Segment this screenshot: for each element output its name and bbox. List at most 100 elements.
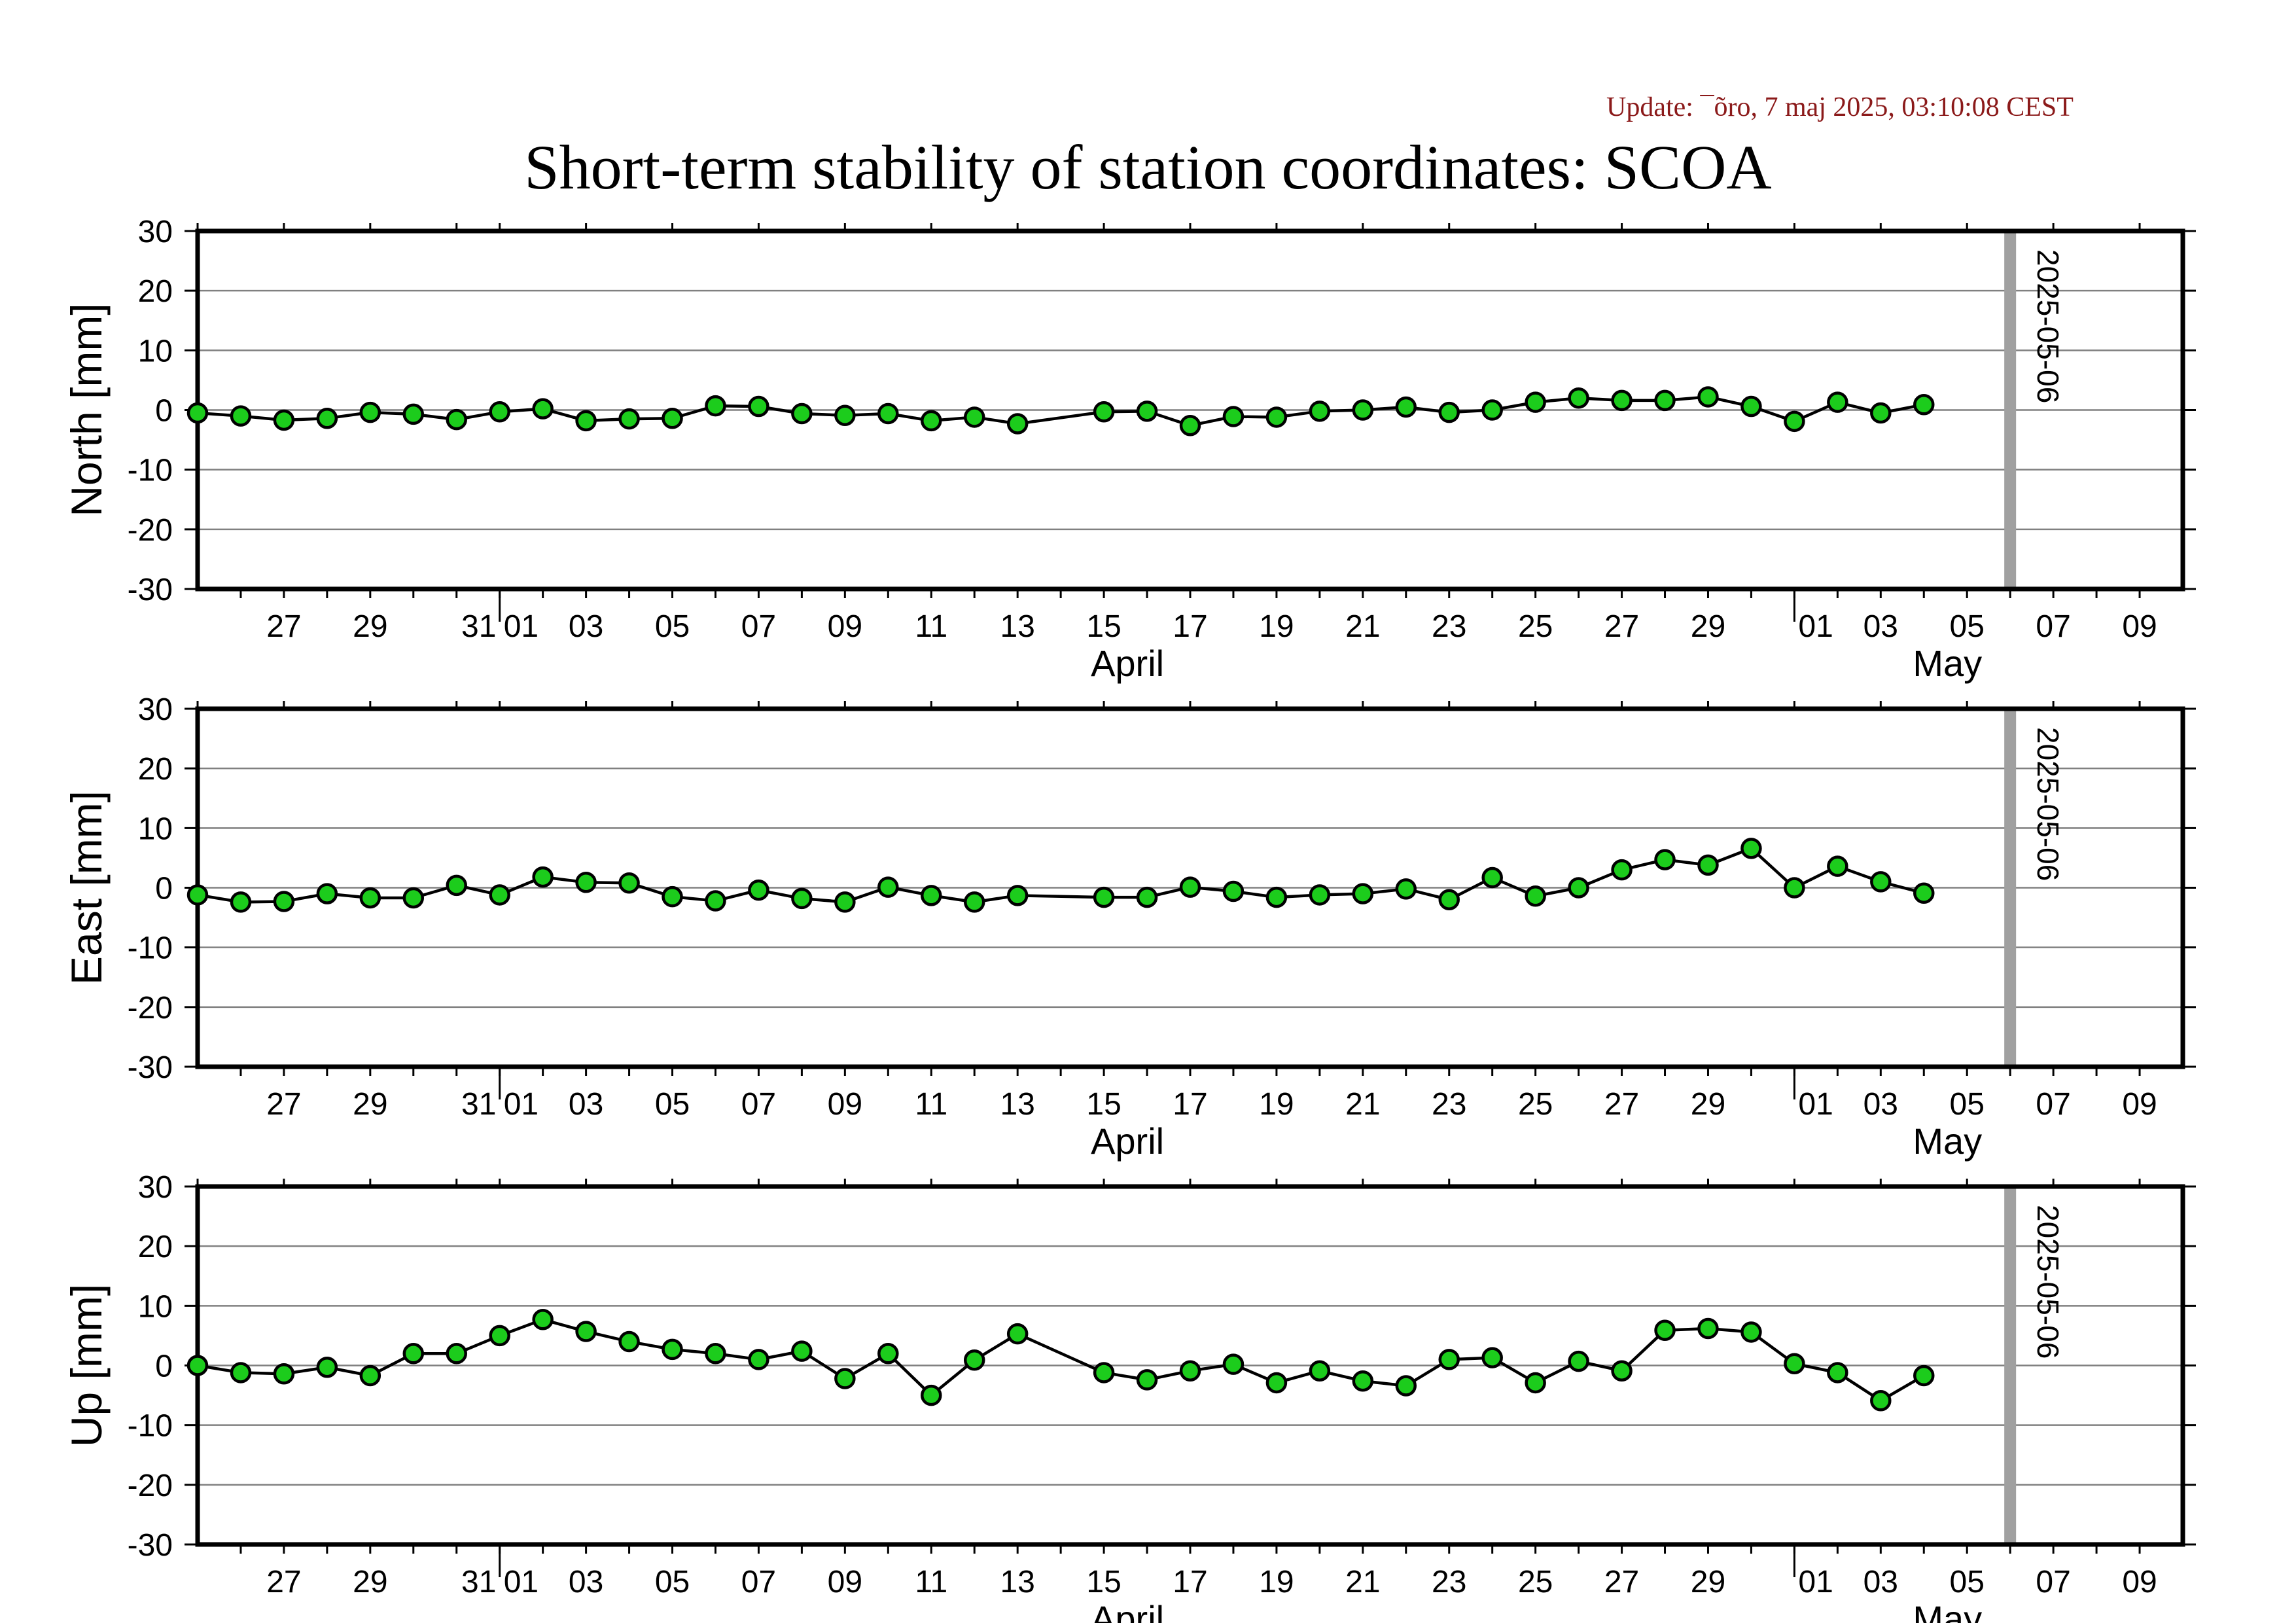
y-tick-label: 30 [138, 215, 173, 249]
x-tick-label: 03 [1863, 1565, 1898, 1599]
data-point [834, 404, 856, 426]
x-tick-label: 03 [569, 1565, 603, 1599]
x-tick-label: 29 [353, 1565, 387, 1599]
x-tick-label: 07 [2036, 609, 2070, 644]
data-point [1222, 880, 1245, 902]
data-point [834, 1368, 856, 1389]
data-point [575, 872, 597, 893]
x-tick-label: 09 [828, 609, 862, 644]
data-point [186, 402, 209, 424]
data-point [1006, 885, 1029, 906]
data-point [446, 408, 467, 431]
data-point [705, 395, 726, 417]
data-point [1093, 886, 1115, 908]
month-label: April [1091, 643, 1164, 684]
data-point [1438, 889, 1460, 910]
data-point [1697, 1317, 1719, 1340]
x-tick-label: 21 [1345, 609, 1380, 644]
x-tick-label: 29 [1691, 1087, 1725, 1122]
data-point [532, 398, 554, 419]
x-tick-label: 25 [1518, 1565, 1553, 1599]
data-point [273, 891, 295, 912]
data-point [230, 405, 252, 427]
x-tick-label: 01 [504, 609, 539, 644]
x-tick-label: 29 [1691, 1565, 1725, 1599]
x-tick-label: 03 [1863, 1087, 1898, 1122]
data-point [316, 883, 338, 904]
data-point [791, 887, 813, 910]
y-tick-label: -30 [128, 1528, 173, 1563]
data-point [1265, 406, 1288, 428]
month-label: May [1913, 643, 1982, 684]
y-tick-label: 30 [138, 1170, 173, 1205]
series-line [197, 395, 1924, 427]
y-tick-label: 20 [138, 274, 173, 309]
data-point [1265, 1372, 1288, 1394]
x-tick-label: 09 [2122, 609, 2157, 644]
y-axis-label: Up [mm] [62, 1284, 111, 1447]
y-tick-label: 10 [138, 1289, 173, 1324]
data-point [316, 408, 338, 429]
data-point [1136, 886, 1158, 908]
panel-north: 2025-05-06 30 20 10 0 -10 -20 -30 North [mm] 27 29… [62, 215, 2196, 684]
x-tick-label: 25 [1518, 609, 1553, 644]
data-point [877, 402, 899, 425]
x-tick-label: 23 [1432, 1087, 1466, 1122]
data-point [446, 874, 467, 897]
data-point [791, 1340, 813, 1362]
x-tick-label: 03 [569, 609, 603, 644]
x-tick-label: 31 [461, 609, 496, 644]
y-tick-label: -10 [128, 931, 173, 966]
data-point [1006, 1323, 1029, 1345]
x-tick-label: 05 [655, 1565, 690, 1599]
data-point [662, 408, 683, 429]
x-tick-label: 23 [1432, 609, 1466, 644]
x-tick-label: 13 [1000, 609, 1034, 644]
data-point [402, 403, 425, 425]
page-title: Short-term stability of station coordina… [524, 132, 1772, 202]
data-point [705, 1343, 726, 1364]
x-tick-label: 15 [1086, 1087, 1121, 1122]
x-tick-label: 05 [1950, 1087, 1985, 1122]
x-tick-label: 21 [1345, 1087, 1380, 1122]
data-point [1525, 885, 1546, 907]
y-tick-label: -30 [128, 1050, 173, 1085]
update-timestamp: Update: ¯õro, 7 maj 2025, 03:10:08 CEST [1606, 92, 2074, 122]
data-point [359, 401, 381, 423]
data-point [1870, 871, 1892, 893]
x-tick-label: 09 [828, 1087, 862, 1122]
data-point [1784, 410, 1805, 433]
data-point [1179, 1360, 1201, 1382]
data-point [273, 409, 295, 431]
x-tick-label: 05 [1950, 609, 1985, 644]
x-tick-label: 11 [915, 1087, 947, 1122]
data-point [1784, 877, 1805, 899]
data-point [834, 891, 856, 913]
y-tick-label: 30 [138, 692, 173, 727]
month-label: May [1913, 1598, 1982, 1623]
data-point [921, 1384, 942, 1406]
y-tick-label: -20 [128, 513, 173, 548]
data-point [1913, 394, 1935, 416]
x-tick-label: 23 [1432, 1565, 1466, 1599]
y-axis-label: East [mm] [62, 791, 111, 985]
data-point [1093, 401, 1115, 423]
data-point [748, 879, 769, 901]
data-point [921, 885, 942, 906]
data-point [489, 401, 510, 423]
data-point [877, 876, 899, 898]
data-point [316, 1356, 338, 1378]
y-tick-label: 10 [138, 812, 173, 846]
data-point [1352, 883, 1374, 904]
x-tick-label: 07 [741, 609, 776, 644]
x-tick-label: 01 [504, 1087, 539, 1122]
data-point [1136, 1369, 1158, 1391]
data-point [1654, 389, 1676, 412]
y-tick-label: -30 [128, 573, 173, 607]
x-tick-label: 05 [1950, 1565, 1985, 1599]
data-point [1006, 413, 1029, 435]
panel-east: 2025-05-06 30 20 10 0 -10 -20 -30 East [mm] 27 29 3… [62, 692, 2196, 1162]
data-point [1654, 1319, 1676, 1341]
